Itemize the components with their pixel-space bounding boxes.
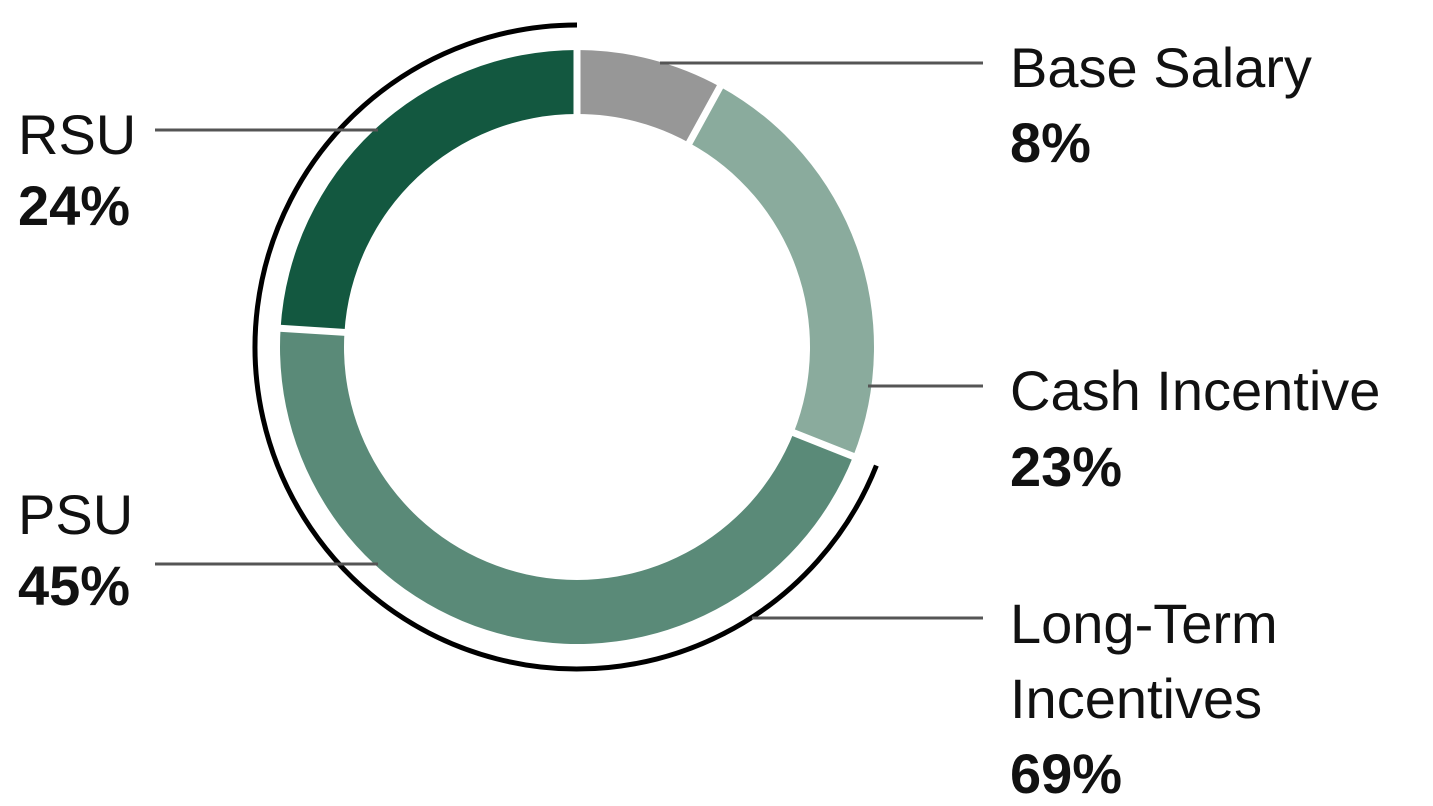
value-rsu: 24% bbox=[18, 174, 130, 237]
label-psu: PSU bbox=[18, 483, 133, 546]
value-cash-incentive: 23% bbox=[1010, 435, 1122, 498]
group-label-line: Incentives bbox=[1010, 667, 1262, 730]
slice-cash-incentive bbox=[689, 86, 874, 457]
slice-separator bbox=[684, 82, 725, 148]
slice-rsu bbox=[280, 50, 577, 333]
slice-base-salary bbox=[577, 50, 721, 143]
label-cash-incentive: Cash Incentive bbox=[1010, 359, 1380, 422]
slice-separator bbox=[277, 324, 348, 337]
group-value-long-term-incentives: 69% bbox=[1010, 742, 1122, 805]
value-base-salary: 8% bbox=[1010, 111, 1091, 174]
value-psu: 45% bbox=[18, 554, 130, 617]
label-base-salary: Base Salary bbox=[1010, 36, 1312, 99]
label-rsu: RSU bbox=[18, 103, 136, 166]
group-label-line: Long-Term bbox=[1010, 592, 1278, 655]
slice-separator bbox=[789, 428, 858, 461]
group-bracket-long-term-incentives bbox=[252, 22, 879, 672]
slice-psu bbox=[280, 328, 854, 644]
